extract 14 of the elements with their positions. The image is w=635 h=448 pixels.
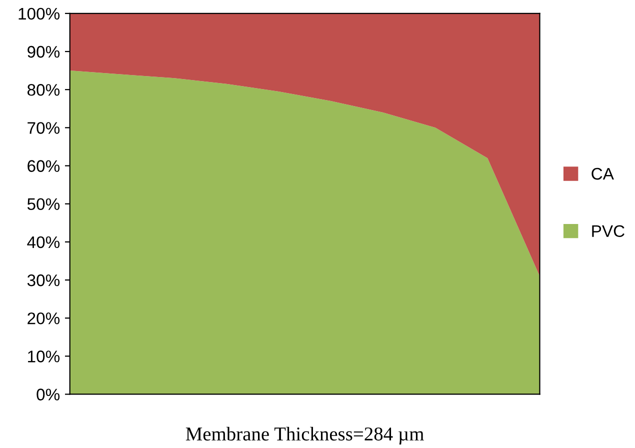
y-tick-label: 60% <box>28 160 60 172</box>
y-tick-label: 80% <box>27 84 60 96</box>
y-tick-label: 0% <box>36 388 60 400</box>
x-axis-title: Membrane Thickness=284 µm <box>186 426 424 445</box>
y-tick-label: 70% <box>28 122 60 134</box>
y-tick-label: 40% <box>27 236 60 248</box>
y-tick-label: 20% <box>28 312 60 324</box>
legend-label: CA <box>592 168 614 180</box>
y-tick-label: 90% <box>28 46 60 58</box>
y-tick-label: 50% <box>27 198 60 210</box>
legend-label: PVC <box>592 225 624 238</box>
y-tick-label: 100% <box>18 8 60 20</box>
y-tick-label: 30% <box>27 274 60 286</box>
y-tick-label: 10% <box>28 350 60 362</box>
